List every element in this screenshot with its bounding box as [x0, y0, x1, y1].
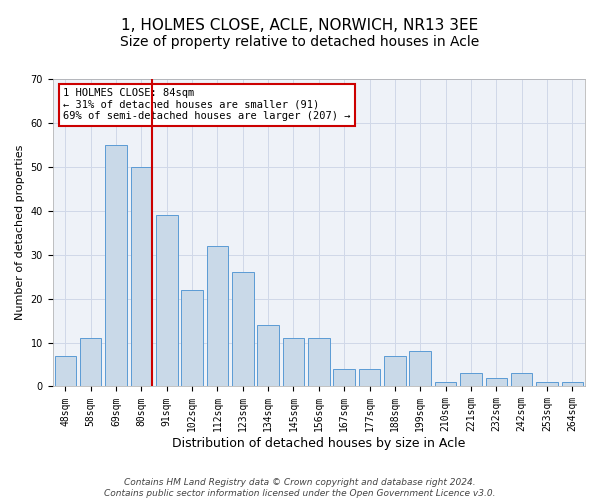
Bar [460, 374, 482, 386]
Bar [131, 167, 152, 386]
Bar [308, 338, 329, 386]
Bar [181, 290, 203, 386]
Bar [80, 338, 101, 386]
Bar [435, 382, 457, 386]
Bar [359, 369, 380, 386]
Bar [206, 246, 228, 386]
Bar [257, 325, 279, 386]
Bar [384, 356, 406, 386]
Bar [105, 145, 127, 386]
Text: 1 HOLMES CLOSE: 84sqm
← 31% of detached houses are smaller (91)
69% of semi-deta: 1 HOLMES CLOSE: 84sqm ← 31% of detached … [63, 88, 351, 122]
Bar [485, 378, 507, 386]
Bar [334, 369, 355, 386]
Text: Contains HM Land Registry data © Crown copyright and database right 2024.
Contai: Contains HM Land Registry data © Crown c… [104, 478, 496, 498]
Bar [409, 352, 431, 386]
X-axis label: Distribution of detached houses by size in Acle: Distribution of detached houses by size … [172, 437, 466, 450]
Bar [156, 215, 178, 386]
Bar [536, 382, 558, 386]
Text: Size of property relative to detached houses in Acle: Size of property relative to detached ho… [121, 35, 479, 49]
Bar [283, 338, 304, 386]
Bar [232, 272, 254, 386]
Bar [55, 356, 76, 386]
Bar [562, 382, 583, 386]
Bar [511, 374, 532, 386]
Text: 1, HOLMES CLOSE, ACLE, NORWICH, NR13 3EE: 1, HOLMES CLOSE, ACLE, NORWICH, NR13 3EE [121, 18, 479, 32]
Y-axis label: Number of detached properties: Number of detached properties [15, 145, 25, 320]
